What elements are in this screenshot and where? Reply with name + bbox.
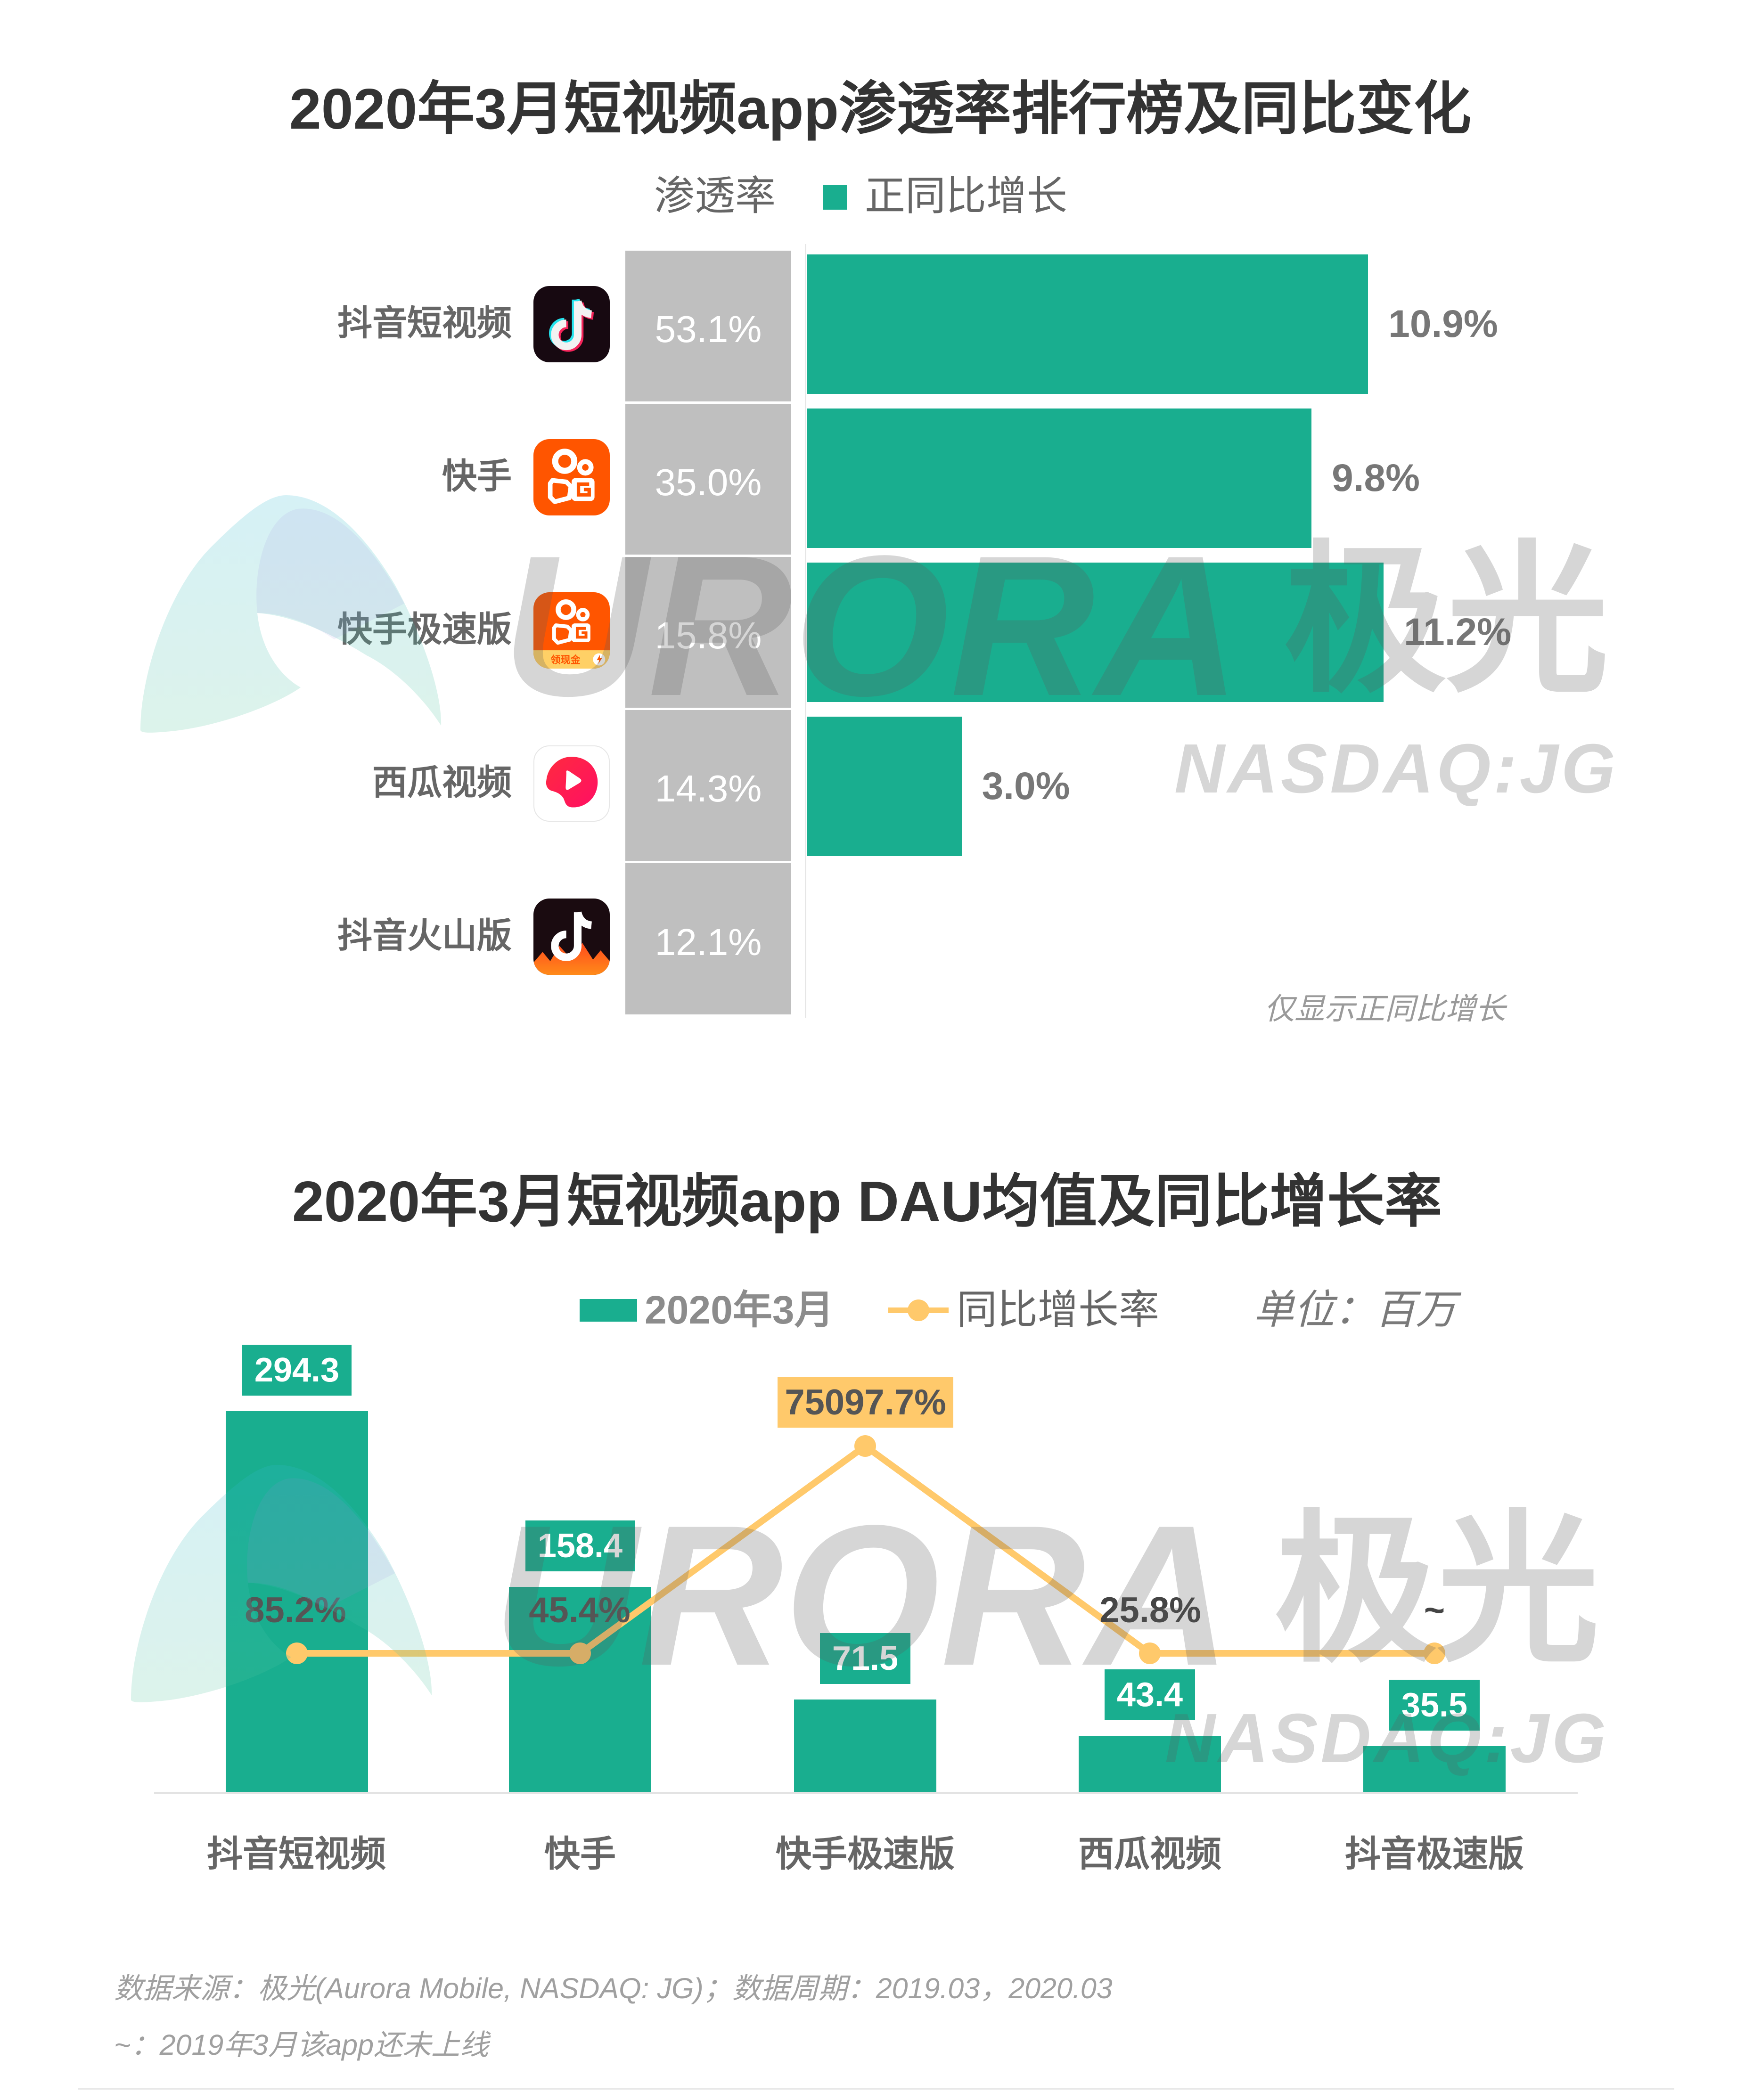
flame-icon xyxy=(533,942,610,975)
growth-bar-group: 3.0% xyxy=(807,717,1070,856)
unit-label: 单位：百万 xyxy=(1253,1287,1456,1332)
kuaishou-camera-glyph xyxy=(533,439,610,515)
app-name-label: 抖音火山版 xyxy=(337,916,512,955)
douyin-icon xyxy=(533,286,610,362)
chart2-title: 2020年3月短视频app DAU均值及同比增长率 xyxy=(292,1169,1442,1234)
huoshan-glyph xyxy=(533,911,610,975)
legend-bar-swatch xyxy=(580,1299,637,1322)
douyin-note-glyph xyxy=(549,298,594,352)
dau-bar xyxy=(1079,1735,1221,1792)
growth-point xyxy=(286,1642,308,1664)
kuaishou-icon xyxy=(533,439,610,515)
camera-glyph xyxy=(552,599,590,645)
dau-bar-group: 43.4 xyxy=(1079,1669,1221,1792)
dau-bar-group: 35.5 xyxy=(1363,1679,1506,1792)
chart1-row: 快手 35.0% 9.8% xyxy=(0,404,1753,555)
growth-value: 3.0% xyxy=(982,765,1070,808)
chart1-note: 仅显示正同比增长 xyxy=(1264,992,1506,1026)
camera-lens xyxy=(548,478,573,504)
chart1-row: 抖音短视频 53.1% 10.9% xyxy=(0,251,1753,401)
yoy-value-label-highlight: 75097.7% xyxy=(778,1377,953,1428)
chart1-row: 西瓜视频 14.3% 3.0% xyxy=(0,710,1753,861)
penetration-cell: 15.8% xyxy=(625,557,791,708)
legend-growth: 正同比增长 xyxy=(865,173,1067,219)
xigua-icon xyxy=(533,745,610,822)
chart1-title: 2020年3月短视频app渗透率排行榜及同比变化 xyxy=(289,77,1472,141)
app-name-label: 快手 xyxy=(442,457,512,496)
growth-point xyxy=(854,1435,876,1457)
growth-point xyxy=(1139,1642,1161,1664)
growth-bar-group: 10.9% xyxy=(807,254,1498,394)
tilde-footnote: ~：2019年3月该app还未上线 xyxy=(114,2029,489,2061)
xigua-play-glyph xyxy=(546,757,598,808)
penetration-cell: 14.3% xyxy=(625,710,791,861)
growth-value: 9.8% xyxy=(1332,457,1420,499)
growth-value: 11.2% xyxy=(1404,611,1512,654)
legend-penetration: 渗透率 xyxy=(654,173,776,219)
dau-bar-group: 71.5 xyxy=(794,1633,936,1792)
yoy-value-label: ~ xyxy=(1424,1590,1445,1630)
legend-growth-swatch xyxy=(823,185,847,210)
category-label: 抖音短视频 xyxy=(207,1834,386,1874)
yoy-value-label: 85.2% xyxy=(245,1590,346,1630)
icon-bg xyxy=(533,439,610,515)
growth-point xyxy=(1424,1642,1445,1664)
huoshan-icon xyxy=(533,899,610,975)
chart1-axis-line xyxy=(805,244,806,1018)
dau-value-label: 71.5 xyxy=(819,1633,911,1684)
growth-bar xyxy=(807,717,962,856)
note-white xyxy=(551,300,592,351)
kuaishou-speed-glyph: 领现金 xyxy=(533,592,610,669)
note-white xyxy=(551,911,592,961)
growth-bar xyxy=(807,409,1312,548)
chart1-row: 抖音火山版 12.1% xyxy=(0,863,1753,1014)
growth-bar xyxy=(807,563,1384,702)
dau-value-label: 294.3 xyxy=(242,1345,352,1396)
play-triangle-icon xyxy=(565,770,582,790)
camera-g-mark xyxy=(576,482,591,497)
growth-bar xyxy=(807,254,1368,394)
camera-reel-small xyxy=(577,459,594,476)
category-label: 快手极速版 xyxy=(776,1834,955,1874)
legend-line-label: 同比增长率 xyxy=(957,1287,1159,1332)
category-label: 快手 xyxy=(544,1834,616,1874)
lightning-icon xyxy=(597,654,602,664)
penetration-cell: 12.1% xyxy=(625,863,791,1014)
camera-reel-large xyxy=(552,449,578,474)
growth-point xyxy=(569,1642,591,1664)
app-name-label: 抖音短视频 xyxy=(337,303,512,343)
growth-value: 10.9% xyxy=(1388,302,1498,345)
growth-bar-group: 11.2% xyxy=(807,563,1511,702)
yoy-value-label: 25.8% xyxy=(1099,1590,1201,1630)
app-name-label: 快手极速版 xyxy=(337,610,512,649)
legend-bar-label: 2020年3月 xyxy=(645,1288,834,1332)
category-label: 西瓜视频 xyxy=(1078,1834,1221,1874)
chart1-row: 快手极速版 领现金 15.8% 11.2% xyxy=(0,557,1753,708)
yoy-value-label: 45.4% xyxy=(529,1590,631,1630)
camera-body xyxy=(572,478,595,501)
legend-line-swatch xyxy=(888,1299,949,1321)
dau-bar xyxy=(1363,1746,1506,1792)
kuaishou-speed-icon: 领现金 xyxy=(533,592,610,669)
growth-bar-group xyxy=(807,871,827,1010)
dau-bar xyxy=(794,1699,936,1792)
penetration-cell: 53.1% xyxy=(625,251,791,401)
dau-value-label: 35.5 xyxy=(1389,1679,1480,1731)
growth-bar-group: 9.8% xyxy=(807,409,1420,548)
penetration-cell: 35.0% xyxy=(625,404,791,555)
dau-value-label: 43.4 xyxy=(1104,1669,1196,1720)
chart2-baseline xyxy=(154,1792,1578,1794)
app-name-label: 西瓜视频 xyxy=(372,763,512,802)
category-label: 抖音极速版 xyxy=(1345,1834,1524,1874)
source-footnote: 数据来源：极光(Aurora Mobile, NASDAQ: JG)；数据周期：… xyxy=(114,1972,1113,2004)
dau-value-label: 158.4 xyxy=(525,1520,635,1572)
footer-divider xyxy=(78,2088,1674,2090)
badge-text: 领现金 xyxy=(550,654,581,666)
